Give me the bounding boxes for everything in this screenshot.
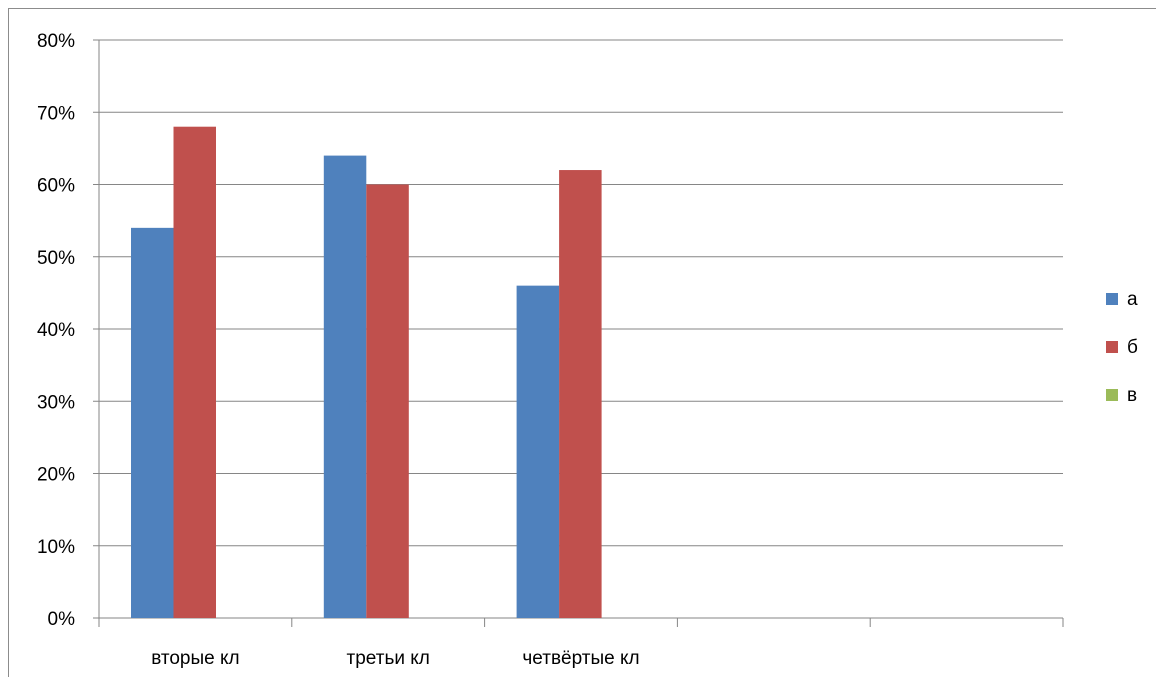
y-tick-label: 60%: [37, 176, 75, 197]
y-tick-label: 0%: [48, 609, 76, 630]
legend-label: б: [1127, 337, 1138, 358]
bar-а: [516, 285, 560, 618]
x-tick-label: четвёртые кл: [522, 648, 639, 669]
legend-swatch-в: [1106, 389, 1118, 401]
x-tick-label: вторые кл: [151, 648, 239, 669]
bar-а: [131, 227, 174, 618]
legend-label: а: [1127, 289, 1138, 310]
legend-swatch-б: [1106, 341, 1118, 353]
y-tick-label: 10%: [37, 537, 75, 558]
bar-б: [366, 184, 409, 618]
y-tick-label: 40%: [37, 320, 75, 341]
y-tick-label: 80%: [37, 31, 75, 52]
y-tick-label: 30%: [37, 392, 75, 413]
bar-б: [559, 170, 602, 619]
bar-б: [173, 126, 216, 618]
y-tick-label: 70%: [37, 103, 75, 124]
chart-area: [8, 8, 1156, 677]
x-tick-label: третьи кл: [347, 648, 430, 669]
y-tick-label: 20%: [37, 465, 75, 486]
legend-swatch-а: [1106, 293, 1118, 305]
legend-label: в: [1127, 385, 1137, 406]
bar-а: [323, 155, 367, 618]
y-tick-label: 50%: [37, 248, 75, 269]
